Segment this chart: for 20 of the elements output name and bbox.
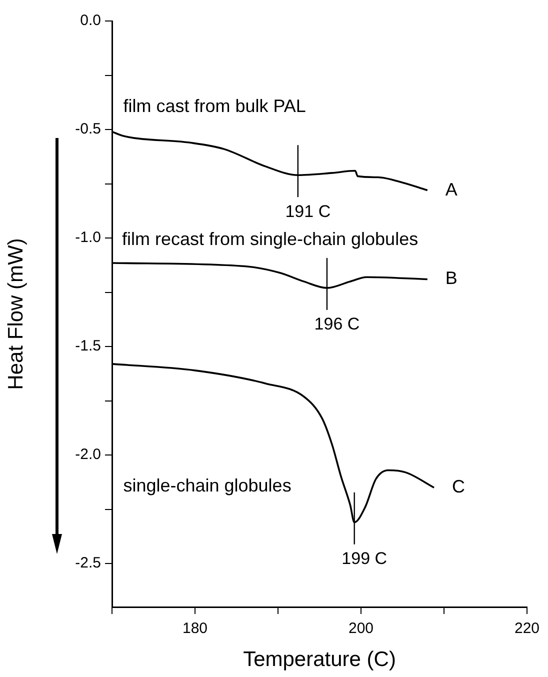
annotation: 191 C [285, 202, 331, 221]
annotation: 199 C [342, 549, 388, 568]
annotation: film recast from single-chain globules [122, 229, 418, 250]
y-tick-label: -2.5 [75, 554, 101, 572]
annotation: single-chain globules [123, 475, 292, 496]
series-label: C [452, 476, 466, 497]
y-tick-label: -1.5 [75, 338, 101, 355]
y-tick-label: -1.0 [75, 229, 101, 246]
annotation: film cast from bulk PAL [123, 96, 306, 116]
series-label: B [445, 268, 458, 288]
series-label: A [445, 179, 458, 200]
x-tick-label: 200 [348, 620, 374, 638]
x-tick-label: 180 [182, 620, 208, 638]
x-tick-label: 220 [514, 620, 540, 638]
y-tick-label: -0.5 [75, 120, 101, 138]
y-tick-label: -2.0 [75, 446, 101, 464]
annotation: 196 C [314, 314, 360, 334]
y-axis-title: Heat Flow (mW) [4, 238, 28, 390]
x-axis-title: Temperature (C) [243, 648, 396, 672]
y-tick-label: 0.0 [80, 12, 101, 30]
